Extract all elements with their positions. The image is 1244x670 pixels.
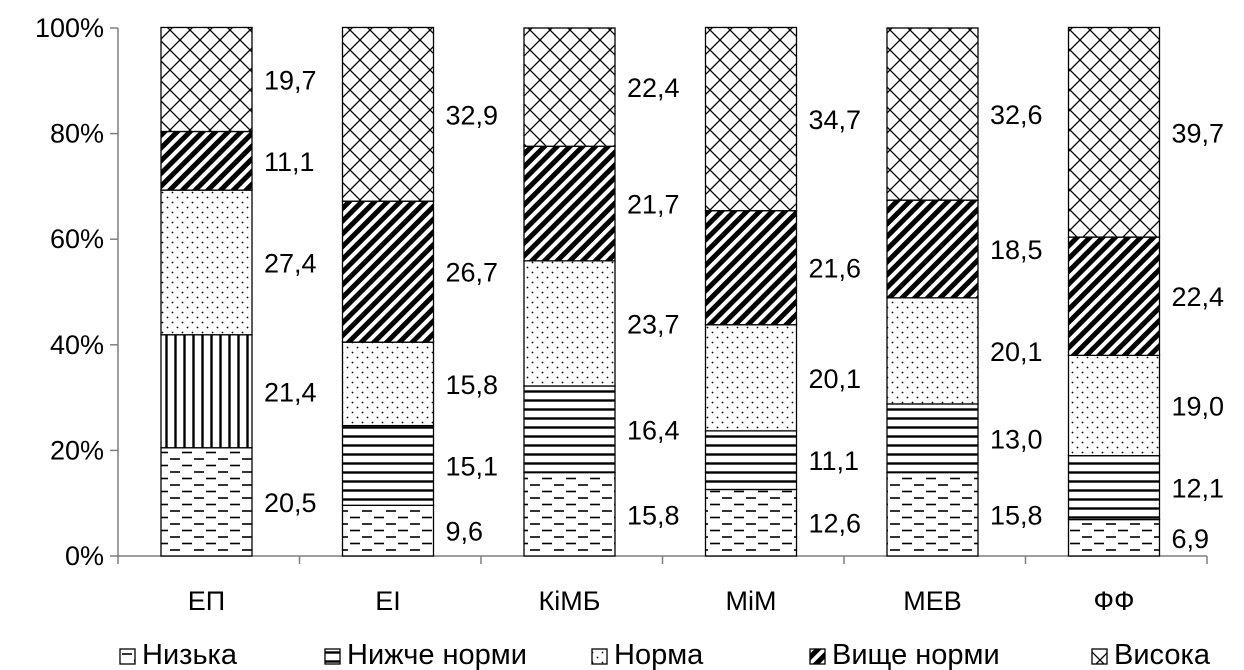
data-label: 19,0 <box>1172 392 1225 422</box>
data-label: 26,7 <box>446 258 499 288</box>
bar-вище-норми <box>704 210 798 326</box>
bar-низька <box>341 504 435 557</box>
bar-вище-норми <box>341 200 435 343</box>
legend-label: Нижче норми <box>347 639 527 670</box>
y-tick-label: 40% <box>50 330 104 360</box>
data-label: 21,6 <box>809 254 862 284</box>
legend-label: Вище норми <box>832 639 1000 670</box>
bar-висока <box>886 27 979 201</box>
bar-нижче-норми <box>704 430 798 491</box>
bar-нижче-норми <box>886 403 979 474</box>
bar-висока <box>160 26 253 133</box>
data-label: 20,5 <box>264 488 317 518</box>
category-label: ЕІ <box>375 586 401 616</box>
bar-низька <box>160 447 253 557</box>
bar-висока <box>523 27 616 147</box>
bar-норма <box>160 189 253 336</box>
bar-вище-норми <box>1067 236 1161 357</box>
bar-нижче-норми <box>341 424 435 506</box>
bar-висока <box>1067 26 1161 238</box>
data-label: 12,1 <box>1172 474 1225 504</box>
bar-норма <box>523 260 616 387</box>
y-tick-label: 100% <box>35 13 104 43</box>
data-label: 20,1 <box>809 364 862 394</box>
data-label: 16,4 <box>627 415 680 445</box>
bar-норма <box>704 324 798 432</box>
legend-label: Висока <box>1114 639 1211 670</box>
data-label: 21,7 <box>627 190 680 220</box>
legend-swatch-dots <box>591 648 608 665</box>
y-tick-label: 80% <box>50 119 104 149</box>
bar-низька <box>704 488 798 557</box>
legend-label: Норма <box>614 639 704 670</box>
data-label: 22,4 <box>1172 282 1225 312</box>
data-label: 22,4 <box>627 73 680 103</box>
legend-swatch-crosshatch <box>1091 648 1108 665</box>
data-label: 12,6 <box>809 509 862 539</box>
legend-label: Низька <box>142 639 238 670</box>
legend-swatch-dashes <box>119 648 136 665</box>
bar-норма <box>886 297 979 405</box>
legend: Низька Нижче норми Норма Вище норми Висока <box>119 639 1211 670</box>
bar-вище-норми <box>160 130 253 191</box>
bar-вище-норми <box>886 199 979 299</box>
data-label: 11,1 <box>264 147 315 177</box>
bar-висока <box>704 26 798 212</box>
data-label: 6,9 <box>1172 524 1210 554</box>
data-label: 15,1 <box>446 451 499 481</box>
data-label: 15,8 <box>627 500 680 530</box>
bar-нижче-норми <box>1067 455 1161 521</box>
bar-норма <box>341 341 435 427</box>
plot-area: 0% 20% 40% 60% 80% 100% 20,5 21,4 27,4 11,1 19,7 ЕП… <box>35 13 1224 616</box>
data-label: 21,4 <box>264 377 317 407</box>
data-label: 15,8 <box>446 370 499 400</box>
bar-низька <box>886 471 979 557</box>
y-tick-label: 20% <box>50 435 104 465</box>
data-label: 19,7 <box>264 65 317 95</box>
category-label: МіМ <box>726 586 777 616</box>
data-label: 13,0 <box>990 424 1043 454</box>
data-label: 20,1 <box>990 337 1043 367</box>
bar-низька <box>523 471 616 557</box>
category-label: МЕВ <box>903 586 962 616</box>
data-label: 23,7 <box>627 309 680 339</box>
data-label: 39,7 <box>1172 118 1225 148</box>
bar-висока <box>341 26 435 202</box>
data-label: 18,5 <box>990 235 1043 265</box>
data-label: 15,8 <box>990 500 1043 530</box>
y-tick-label: 0% <box>65 541 104 571</box>
category-label: КіМБ <box>539 586 601 616</box>
legend-swatch-diagonal-hatch <box>809 648 826 665</box>
y-tick-label: 60% <box>50 224 104 254</box>
bar-нижче-норми <box>160 334 253 449</box>
data-label: 32,6 <box>990 100 1043 130</box>
data-label: 27,4 <box>264 248 317 278</box>
bar-низька <box>1067 518 1161 557</box>
bar-вище-норми <box>523 145 616 262</box>
data-label: 11,1 <box>809 446 860 476</box>
data-label: 34,7 <box>809 105 862 135</box>
bar-норма <box>1067 354 1161 457</box>
bar-нижче-норми <box>523 385 616 474</box>
category-label: ЕП <box>188 586 225 616</box>
category-label: ФФ <box>1093 586 1134 616</box>
data-label: 32,9 <box>446 100 499 130</box>
data-label: 9,6 <box>446 517 484 547</box>
legend-swatch-horizontal-lines <box>324 648 341 665</box>
